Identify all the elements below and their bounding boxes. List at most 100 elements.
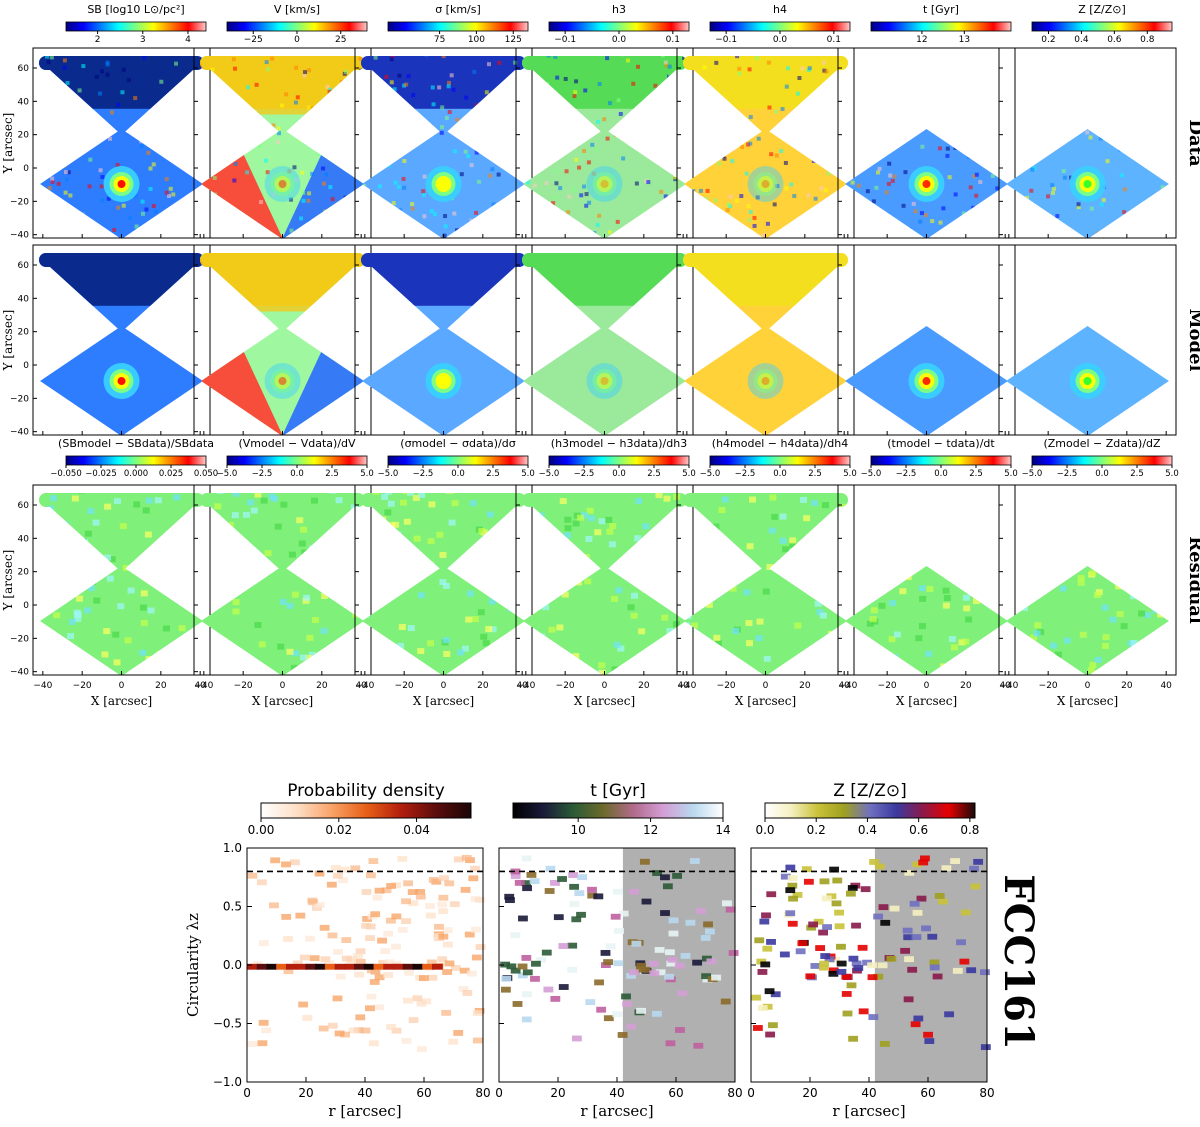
map-pixel	[909, 490, 916, 496]
map-pixel	[144, 207, 149, 212]
map-pixel	[211, 108, 216, 113]
map-pixel	[886, 535, 893, 541]
map-pixel	[139, 139, 144, 144]
map-panel-residual-h3: −40 −20 0 20 40X [arcsec]	[515, 484, 694, 708]
x-tick-label: 0	[602, 681, 608, 691]
density-cell	[576, 911, 586, 918]
map-pixel	[374, 226, 379, 231]
map-pixel	[882, 523, 889, 529]
map-pixel	[683, 622, 691, 629]
map-pixel	[276, 131, 281, 136]
map-pixel	[373, 582, 381, 589]
density-cell	[665, 1040, 676, 1047]
map-pixel	[882, 542, 889, 548]
map-pixel	[553, 195, 558, 200]
x-tick-label: 20	[799, 681, 811, 691]
map-pixel	[595, 196, 600, 201]
map-pixel	[1093, 62, 1097, 66]
zero-band	[422, 963, 434, 970]
map-pixel	[358, 68, 363, 73]
density-cell	[765, 1031, 776, 1038]
map-pixel	[455, 117, 460, 122]
map-pixel	[940, 663, 948, 670]
density-cell	[365, 935, 375, 942]
map-pixel	[478, 577, 486, 584]
zero-band	[344, 963, 356, 970]
map-pixel	[981, 215, 986, 220]
x-tick-label: 0	[495, 1086, 503, 1100]
map-pixel	[1166, 210, 1169, 215]
map-pixel	[564, 525, 572, 532]
colorbar-tick-label: 4	[185, 35, 191, 45]
density-cell	[550, 995, 561, 1002]
density-cell	[780, 873, 791, 880]
colorbar-tick-label: 0.0	[612, 469, 626, 479]
map-pixel	[307, 68, 312, 73]
map-pixel	[632, 127, 637, 132]
map-wedge	[683, 253, 848, 306]
map-image	[683, 493, 848, 677]
map-pixel	[606, 528, 614, 535]
map-pixel	[294, 65, 299, 70]
map-pixel	[725, 208, 730, 213]
x-tick-label: 0	[763, 681, 769, 691]
map-pixel	[474, 210, 479, 215]
colorbar-tick-label: −2.5	[896, 469, 917, 479]
map-pixel	[99, 184, 104, 189]
map-pixel	[232, 178, 237, 183]
map-pixel	[1077, 575, 1085, 582]
map-pixel	[1161, 515, 1168, 521]
map-pixel	[46, 505, 54, 512]
colorbar-tick-label: 0.0	[773, 469, 787, 479]
map-pixel	[1104, 85, 1108, 89]
map-pixel	[364, 111, 369, 116]
map-pixel	[598, 662, 606, 669]
map-pixel	[315, 654, 323, 661]
map-pixel	[688, 171, 693, 176]
map-pixel	[702, 65, 707, 70]
map-pixel	[295, 95, 300, 100]
map-pixel	[965, 616, 973, 623]
density-cell	[302, 1014, 313, 1021]
map-pixel	[700, 638, 708, 645]
map-pixel	[866, 620, 874, 627]
density-cell	[307, 897, 318, 904]
map-pixel	[1006, 176, 1009, 181]
density-cell	[722, 900, 732, 907]
map-pixel	[1033, 630, 1041, 637]
colorbar-tick-label: 75	[434, 35, 445, 45]
y-tick-label: 0	[23, 361, 29, 371]
density-cell	[752, 1025, 763, 1031]
density-cell	[587, 892, 598, 899]
map-pixel	[116, 205, 121, 210]
density-cell	[460, 886, 471, 893]
map-pixel	[856, 183, 861, 188]
map-pixel	[567, 194, 572, 199]
map-pixel	[538, 519, 546, 526]
density-cell	[521, 991, 532, 998]
map-pixel	[352, 138, 357, 143]
map-pixel	[39, 151, 41, 156]
map-pixel	[116, 102, 121, 107]
map-pixel	[572, 520, 580, 527]
map-pixel	[823, 187, 828, 192]
map-pixel	[1040, 88, 1044, 92]
map-pixel	[522, 150, 525, 155]
map-pixel	[74, 98, 79, 103]
map-pixel	[339, 79, 344, 84]
density-cell	[927, 933, 938, 940]
map-pixel	[233, 110, 238, 115]
map-pixel	[962, 638, 970, 645]
colorbar-sigma: σ [km/s]75 100 125	[387, 3, 529, 45]
map-center-ring	[439, 180, 448, 189]
map-pixel	[1048, 92, 1052, 96]
map-pixel	[806, 571, 814, 578]
map-pixel	[76, 216, 81, 221]
density-cell	[510, 967, 521, 974]
map-pixel	[361, 215, 366, 220]
density-cell	[585, 999, 596, 1006]
map-pixel	[745, 620, 753, 627]
map-pixel	[1027, 202, 1032, 207]
density-cell	[544, 888, 555, 894]
map-pixel	[1132, 109, 1136, 113]
